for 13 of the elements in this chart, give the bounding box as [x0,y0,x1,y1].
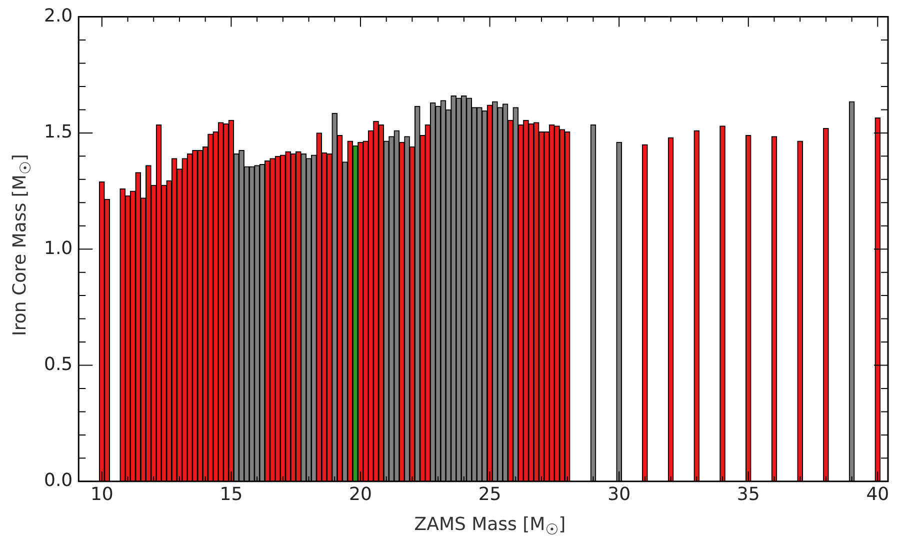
y-tick-label: 1.5 [44,122,73,143]
x-tick-label: 20 [349,484,372,505]
x-tick-label: 15 [220,484,243,505]
y-tick-label: 1.0 [44,238,73,259]
y-tick-label: 0.5 [44,354,73,375]
x-axis-title: ZAMS Mass [M$_{☉}$] [414,514,566,539]
y-tick-label: 2.0 [44,5,73,26]
x-tick-label: 35 [736,484,760,505]
x-tick-label: 10 [90,484,114,505]
x-tick-label: 40 [866,484,890,505]
y-tick-label: 0.0 [44,470,73,492]
x-tick-label: 30 [608,484,631,505]
x-tick-label: 25 [478,484,502,505]
